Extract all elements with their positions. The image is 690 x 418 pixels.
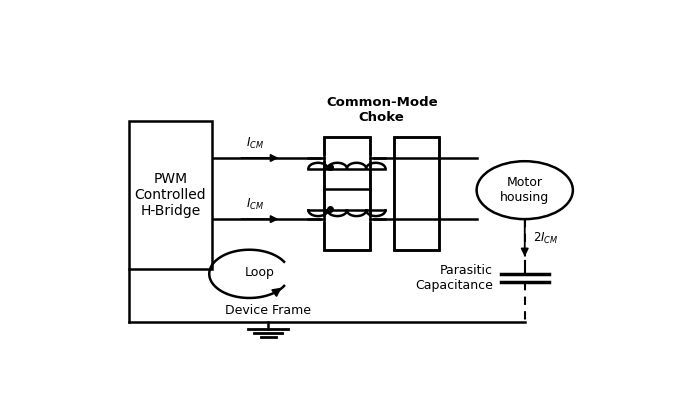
Text: PWM
Controlled
H-Bridge: PWM Controlled H-Bridge <box>135 172 206 218</box>
Bar <box>324 137 370 250</box>
Text: Common-Mode
Choke: Common-Mode Choke <box>326 96 437 124</box>
Text: Parasitic
Capacitance: Parasitic Capacitance <box>415 264 493 292</box>
Circle shape <box>477 161 573 219</box>
Bar <box>394 137 439 250</box>
Bar <box>129 121 212 269</box>
Bar <box>394 137 439 250</box>
Bar <box>324 137 370 250</box>
Text: $I_{CM}$: $I_{CM}$ <box>246 136 264 151</box>
Text: Motor
housing: Motor housing <box>500 176 549 204</box>
Text: Loop: Loop <box>245 266 275 279</box>
Text: $2I_{CM}$: $2I_{CM}$ <box>533 231 558 246</box>
Text: $I_{CM}$: $I_{CM}$ <box>246 197 264 212</box>
Text: Device Frame: Device Frame <box>225 304 311 317</box>
